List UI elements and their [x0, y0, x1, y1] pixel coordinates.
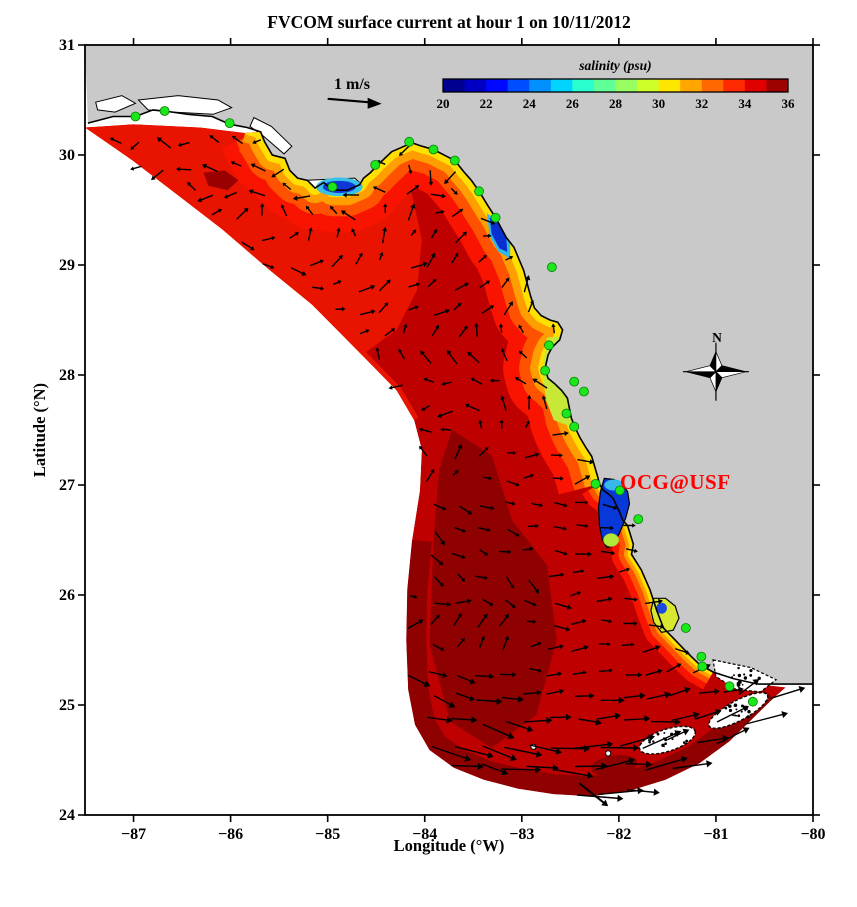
station-marker — [544, 340, 554, 351]
station-marker — [724, 681, 735, 692]
x-tick-label: −87 — [121, 826, 146, 843]
station-marker — [428, 144, 439, 155]
x-tick-label: −85 — [315, 826, 340, 843]
coastal-stations — [130, 106, 758, 707]
st-andrew-bay — [249, 116, 293, 155]
station-marker — [747, 696, 758, 707]
y-tick-label: 27 — [59, 477, 75, 494]
colorbar-title: salinity (psu) — [579, 58, 652, 73]
colorbar-tick-label: 24 — [523, 96, 537, 111]
station-marker — [474, 186, 484, 197]
big-bend-plume — [489, 217, 508, 252]
station-marker — [130, 111, 141, 122]
x-tick-label: −81 — [703, 826, 728, 843]
y-tick-label: 30 — [59, 147, 75, 164]
station-marker — [579, 386, 589, 397]
compass-rose — [682, 342, 749, 401]
colorbar-tick-label: 20 — [437, 96, 450, 111]
colorbar-tick-label: 22 — [480, 96, 493, 111]
ocg-usf-annotation: OCG@USF — [620, 470, 731, 494]
station-marker — [561, 408, 572, 419]
y-tick-label: 24 — [59, 807, 75, 824]
y-tick-label: 25 — [59, 697, 75, 714]
station-marker — [327, 181, 338, 192]
station-marker — [680, 623, 691, 633]
colorbar-tick-label: 30 — [652, 96, 665, 111]
x-tick-label: −83 — [509, 826, 534, 843]
station-marker — [590, 478, 601, 489]
colorbar-tick-label: 36 — [782, 96, 796, 111]
dry-tortugas-island — [605, 750, 612, 757]
perdido-lagoon — [95, 95, 137, 113]
station-marker — [224, 118, 235, 128]
station-marker — [614, 485, 625, 496]
x-tick-label: −82 — [606, 826, 631, 843]
compass-north-label: N — [712, 330, 722, 345]
y-tick-label: 26 — [59, 587, 75, 604]
chart-title: FVCOM surface current at hour 1 on 10/11… — [267, 12, 631, 32]
plot-frame — [84, 44, 814, 816]
station-marker — [490, 212, 501, 223]
colorbar-tick-label: 32 — [695, 96, 708, 111]
y-axis-label: Latitude (°N) — [30, 382, 49, 478]
y-tick-label: 31 — [59, 37, 75, 54]
x-axis-label: Longitude (°W) — [393, 836, 505, 855]
current-vector-field — [109, 135, 806, 807]
station-marker — [159, 106, 170, 116]
colorbar-tick-label: 26 — [566, 96, 580, 111]
station-marker — [569, 421, 580, 432]
y-tick-label: 29 — [59, 257, 75, 274]
station-marker — [633, 514, 644, 524]
colorbar-tick-label: 28 — [609, 96, 623, 111]
salinity-colorbar: 20 22 24 26 28 30 32 34 36 — [437, 78, 796, 111]
x-tick-label: −80 — [800, 826, 825, 843]
station-marker — [449, 155, 460, 166]
scale-arrow-label: 1 m/s — [334, 76, 370, 93]
station-marker — [540, 365, 550, 376]
station-marker — [404, 136, 415, 147]
station-marker — [697, 661, 708, 672]
station-marker — [370, 159, 381, 170]
colorbar-tick-label: 34 — [738, 96, 752, 111]
x-tick-label: −86 — [218, 826, 243, 843]
y-tick-label: 28 — [59, 367, 75, 384]
x-tick-label: −84 — [412, 826, 437, 843]
station-marker — [569, 376, 580, 387]
scale-arrow — [327, 97, 382, 109]
station-marker — [696, 651, 707, 662]
station-marker — [546, 262, 557, 273]
land-area — [85, 45, 813, 685]
